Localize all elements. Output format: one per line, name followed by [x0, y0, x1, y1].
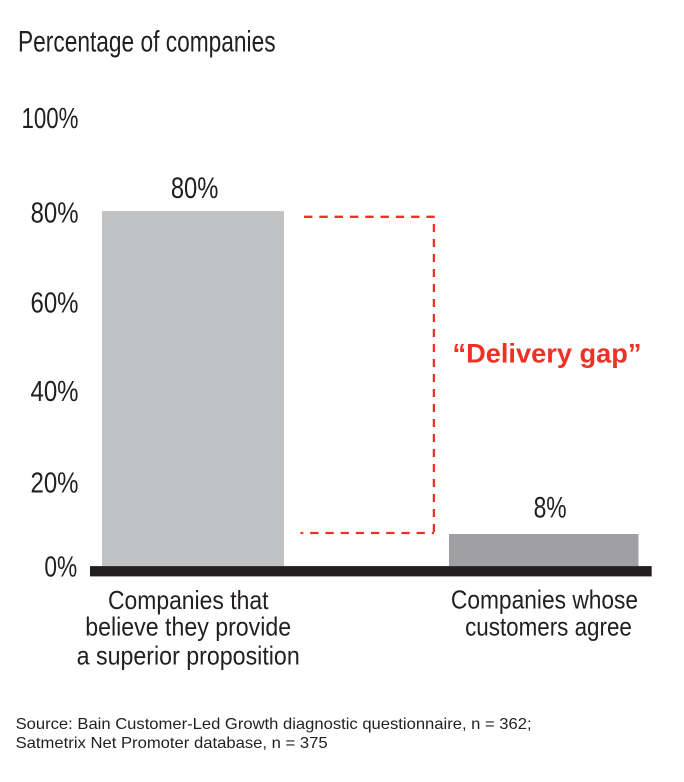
svg-text:Companies that: Companies that: [108, 585, 269, 615]
svg-text:customers agree: customers agree: [465, 612, 632, 642]
svg-text:Percentage of companies: Percentage of companies: [18, 26, 276, 59]
svg-text:Satmetrix Net Promoter databas: Satmetrix Net Promoter database, n = 375: [16, 735, 328, 752]
svg-text:40%: 40%: [31, 376, 79, 408]
svg-text:100%: 100%: [22, 103, 79, 135]
svg-text:80%: 80%: [171, 172, 219, 205]
svg-text:“Delivery gap”: “Delivery gap”: [453, 339, 642, 369]
svg-text:8%: 8%: [534, 492, 567, 525]
svg-text:20%: 20%: [31, 467, 79, 499]
svg-text:Companies whose: Companies whose: [451, 585, 638, 615]
svg-text:Source: Bain Customer-Led Grow: Source: Bain Customer-Led Growth diagnos…: [16, 716, 532, 733]
svg-text:60%: 60%: [31, 288, 79, 320]
svg-text:0%: 0%: [44, 552, 77, 584]
svg-text:80%: 80%: [31, 198, 79, 230]
svg-text:a superior proposition: a superior proposition: [77, 640, 300, 670]
svg-text:believe they provide: believe they provide: [85, 612, 291, 642]
